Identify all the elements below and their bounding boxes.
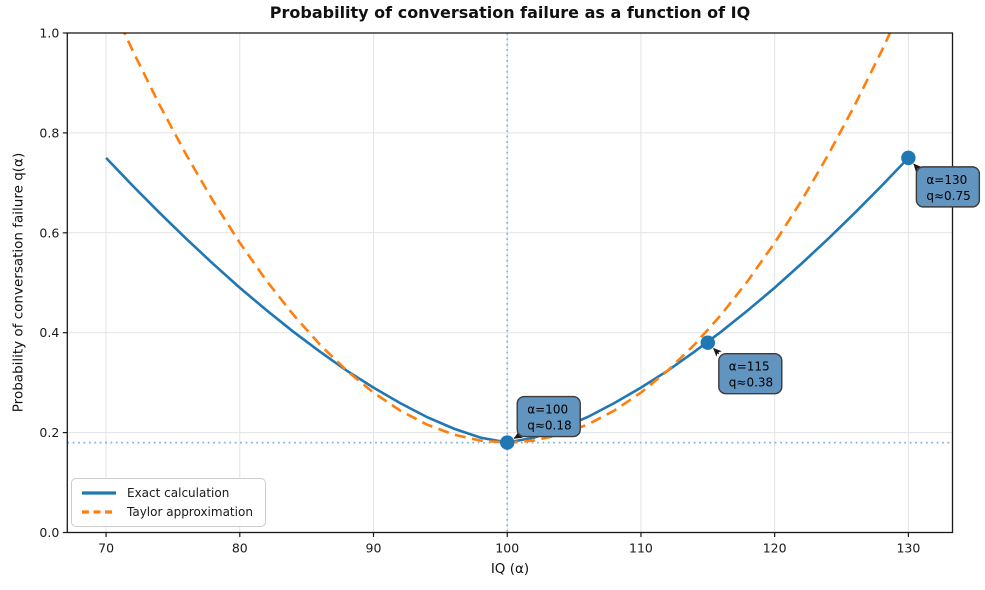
svg-text:110: 110 [629, 541, 653, 556]
svg-text:120: 120 [763, 541, 787, 556]
legend: Exact calculation Taylor approximation [71, 478, 266, 527]
y-axis-label: Probability of conversation failure q(α) [10, 152, 27, 413]
plot-border [66, 32, 954, 534]
svg-text:1.0: 1.0 [39, 26, 59, 41]
svg-text:0.8: 0.8 [39, 125, 59, 140]
annotation: α=115 q≈0.38 [713, 348, 783, 395]
svg-text:α=130: α=130 [926, 173, 967, 187]
svg-text:100: 100 [495, 541, 519, 556]
svg-text:80: 80 [232, 541, 248, 556]
data-point-marker [500, 435, 515, 450]
svg-text:0.4: 0.4 [39, 325, 59, 340]
svg-text:0.2: 0.2 [39, 425, 59, 440]
grid [67, 32, 953, 533]
svg-text:130: 130 [896, 541, 920, 556]
taylor-line-sample [82, 510, 116, 514]
svg-text:0.0: 0.0 [39, 525, 59, 540]
annotation: α=130 q≈0.75 [913, 163, 981, 208]
legend-item-exact: Exact calculation [81, 486, 253, 500]
data-point-marker [700, 335, 715, 350]
svg-text:α=115: α=115 [729, 360, 770, 374]
data-point-marker [901, 150, 916, 166]
legend-label-taylor: Taylor approximation [127, 505, 253, 519]
svg-text:0.6: 0.6 [39, 225, 59, 240]
legend-item-taylor: Taylor approximation [81, 505, 253, 519]
x-axis-ticks: 70 80 90 100 110 120 130 [98, 532, 920, 556]
svg-text:α=100: α=100 [527, 403, 568, 417]
chart-title: Probability of conversation failure as a… [269, 3, 751, 22]
svg-text:90: 90 [366, 541, 382, 556]
exact-line-sample [82, 491, 116, 495]
legend-label-exact: Exact calculation [127, 486, 230, 500]
svg-text:q≈0.18: q≈0.18 [527, 419, 571, 433]
annotation: α=100 q≈0.18 [513, 395, 581, 439]
svg-text:70: 70 [98, 541, 114, 556]
y-axis-ticks: 0.0 0.2 0.4 0.6 0.8 1.0 [39, 26, 68, 540]
x-axis-label: IQ (α) [490, 561, 530, 577]
svg-text:q≈0.38: q≈0.38 [729, 376, 773, 390]
svg-text:q≈0.75: q≈0.75 [926, 189, 970, 203]
